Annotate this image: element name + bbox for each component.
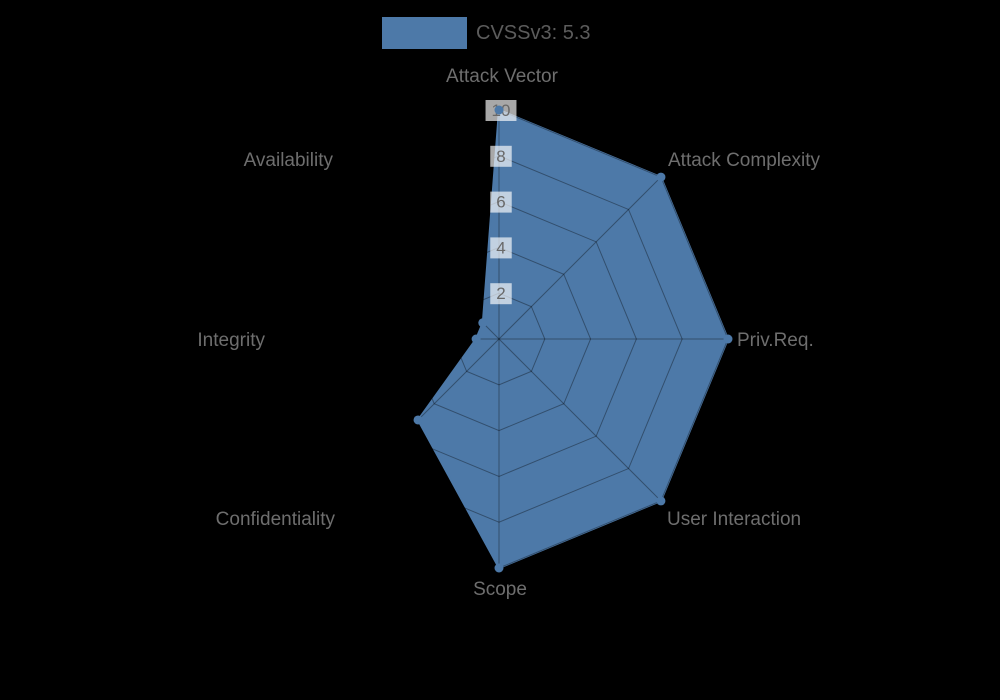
grid-spoke bbox=[498, 338, 662, 502]
tick-label: 8 bbox=[496, 147, 505, 166]
tick-backdrop bbox=[490, 283, 512, 305]
axis-label-availability: Availability bbox=[243, 150, 333, 171]
axis-label-priv-req: Priv.Req. bbox=[737, 330, 814, 351]
grid-spoke bbox=[498, 176, 662, 340]
legend-swatch[interactable] bbox=[382, 17, 467, 49]
axis-label-confidentiality: Confidentiality bbox=[215, 509, 335, 530]
tick-backdrop bbox=[490, 145, 512, 167]
data-point bbox=[494, 563, 504, 573]
data-point bbox=[413, 415, 423, 425]
axis-label-attack-complexity: Attack Complexity bbox=[668, 150, 821, 171]
legend-label[interactable]: CVSSv3: 5.3 bbox=[476, 22, 591, 44]
grid-ring bbox=[315, 155, 683, 523]
axis-label-integrity: Integrity bbox=[197, 330, 265, 351]
data-point bbox=[656, 172, 666, 182]
tick-backdrop bbox=[490, 237, 512, 259]
data-point bbox=[478, 318, 488, 328]
data-point bbox=[723, 334, 733, 344]
grid-ring bbox=[361, 201, 637, 477]
tick-label: 2 bbox=[496, 284, 505, 303]
data-point bbox=[494, 105, 504, 115]
legend[interactable]: CVSSv3: 5.3 bbox=[382, 17, 591, 49]
data-point bbox=[471, 334, 481, 344]
tick-label: 4 bbox=[496, 238, 505, 257]
grid-ring bbox=[452, 292, 546, 386]
axis-label-user-interaction: User Interaction bbox=[667, 509, 802, 530]
grid-ring bbox=[406, 246, 592, 432]
axis-label-attack-vector: Attack Vector bbox=[446, 66, 558, 87]
axis-label-scope: Scope bbox=[473, 579, 527, 600]
tick-backdrop bbox=[490, 191, 512, 213]
data-point bbox=[656, 496, 666, 506]
grid-spoke bbox=[336, 176, 500, 340]
tick-label: 6 bbox=[496, 193, 505, 212]
